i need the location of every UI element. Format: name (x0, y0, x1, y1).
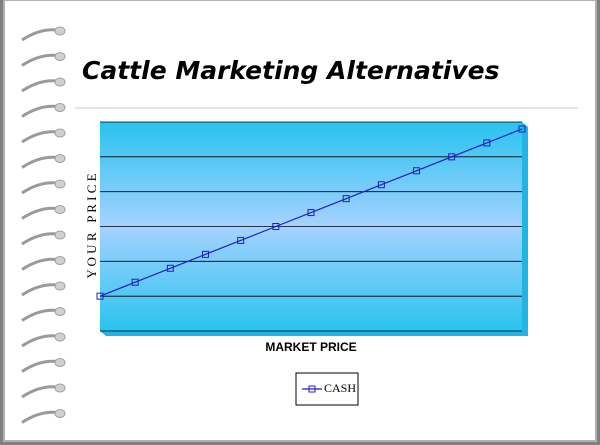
ring-hole (54, 26, 66, 36)
point-marker (131, 278, 139, 286)
ring-hole (54, 281, 66, 291)
spiral-binding (21, 26, 66, 424)
point-marker (307, 209, 315, 217)
point-marker (377, 181, 385, 189)
y-axis-label: Y O U R P R I C E (84, 173, 99, 278)
point-marker (202, 250, 209, 258)
legend-label: CASH (324, 381, 356, 395)
ring-hole (54, 103, 66, 112)
ring-hole (54, 409, 66, 418)
point-marker (272, 223, 280, 230)
chart-title: Cattle Marketing Alternatives (82, 56, 500, 85)
ring-hole (54, 332, 66, 342)
point-marker (448, 153, 456, 161)
point-marker (166, 264, 174, 272)
ring-hole (54, 77, 66, 87)
series-line (99, 128, 523, 297)
ring-hole (54, 358, 66, 367)
point-marker (342, 195, 350, 203)
point-marker (413, 167, 420, 175)
ring-hole (54, 179, 66, 189)
ring-hole (54, 52, 66, 61)
legend-marker (308, 385, 316, 393)
point-marker (518, 125, 526, 133)
point-marker (96, 292, 104, 300)
point-marker (483, 139, 491, 147)
ring-hole (54, 230, 66, 240)
ring-hole (54, 256, 66, 265)
ring-hole (54, 205, 66, 214)
point-marker (237, 236, 245, 244)
ring-hole (54, 154, 66, 163)
x-axis-label: MARKET PRICE (265, 340, 356, 354)
ring-hole (54, 383, 66, 393)
ring-hole (54, 128, 66, 138)
ring-hole (54, 307, 66, 316)
